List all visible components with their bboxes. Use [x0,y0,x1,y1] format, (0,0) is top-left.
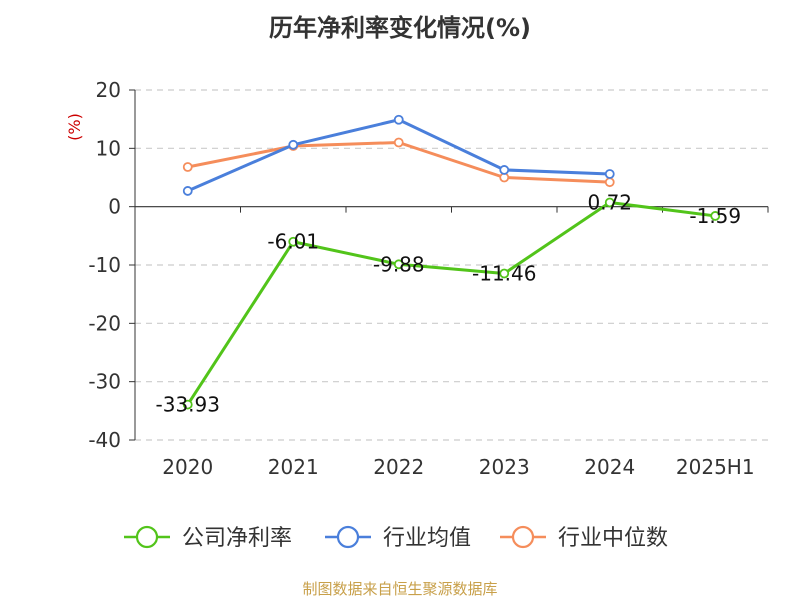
legend-label: 行业中位数 [558,526,668,551]
y-tick-label: -30 [88,370,121,394]
series-line-0 [186,200,716,406]
y-tick-label: -40 [88,428,121,452]
data-point [604,177,615,188]
data-point [393,137,404,148]
x-tick-label: 2023 [479,455,530,479]
axes: 20 10 0 -10 -20 -30 -40 2020 2021 2022 2023 2024 202… [88,78,769,479]
y-tick-label: 20 [96,78,121,102]
data-label: -33.93 [156,393,220,417]
data-point [499,268,510,279]
source-note: 制图数据来自恒生聚源数据库 [302,580,498,598]
data-label: -6.01 [267,230,319,254]
data-point [710,211,721,221]
legend-marker [135,525,159,549]
data-point [499,165,510,175]
y-tick-label: 10 [96,136,121,160]
data-point [393,259,404,270]
data-label: -1.59 [689,204,741,228]
y-axis-label: (%) [65,113,84,141]
data-point [182,162,193,172]
x-tick-label: 2022 [373,455,424,479]
data-label: 0.72 [587,190,632,214]
y-tick-label: 0 [108,195,121,219]
data-label: -11.46 [472,262,536,286]
y-tick-label: -10 [88,253,121,277]
y-tick-label: -20 [88,311,121,335]
data-point [604,197,615,208]
data-point [182,399,193,410]
x-tick-label: 2020 [162,455,213,479]
legend: 公司净利率 行业均值 行业中位数 [124,525,668,551]
data-point [604,169,615,179]
x-tick-label: 2024 [584,455,635,479]
data-point [393,114,404,125]
x-tick-label: 2021 [268,455,319,479]
series-lines [182,114,721,410]
gridlines [135,89,768,441]
data-point [182,186,193,196]
legend-marker [336,525,360,549]
data-label: -9.88 [373,252,425,276]
x-tick-label: 2025H1 [676,455,755,479]
legend-label: 行业均值 [383,526,471,551]
data-point [288,236,299,247]
chart-title: 历年净利率变化情况(%) [269,14,531,42]
legend-label: 公司净利率 [182,526,292,551]
legend-marker [511,525,535,549]
data-labels: -33.93 -6.01 -9.88 -11.46 0.72 -1.59 [156,190,742,416]
data-point [288,139,299,150]
